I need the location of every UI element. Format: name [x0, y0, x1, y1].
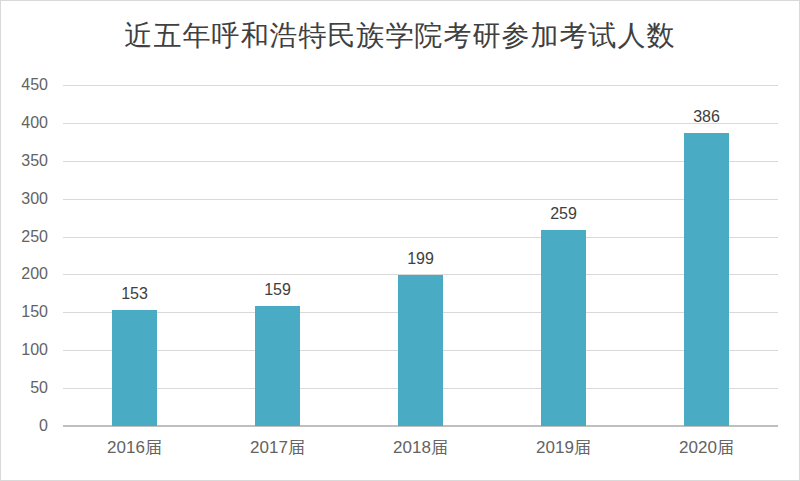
bar	[541, 230, 586, 426]
y-tick-label: 150	[1, 303, 48, 321]
y-tick-label: 50	[1, 379, 48, 397]
gridline	[63, 237, 778, 238]
bar	[684, 133, 729, 426]
y-tick-label: 450	[1, 76, 48, 94]
bar-value-label: 259	[492, 204, 635, 224]
x-tick-label: 2017届	[206, 438, 349, 458]
y-tick-label: 100	[1, 341, 48, 359]
x-tick-label: 2018届	[349, 438, 492, 458]
bar	[112, 310, 157, 426]
y-tick-label: 200	[1, 265, 48, 283]
x-tick-label: 2020届	[635, 438, 778, 458]
x-tick-label: 2019届	[492, 438, 635, 458]
chart-container: 近五年呼和浩特民族学院考研参加考试人数 0 50 100 150 200 250 300 35…	[0, 0, 800, 481]
bar	[255, 306, 300, 426]
bar-value-label: 159	[206, 280, 349, 300]
y-tick-label: 350	[1, 152, 48, 170]
y-tick-label: 250	[1, 228, 48, 246]
y-tick-label: 300	[1, 190, 48, 208]
x-tick-label: 2016届	[63, 438, 206, 458]
bar-value-label: 199	[349, 249, 492, 269]
bar	[398, 275, 443, 426]
y-tick-label: 400	[1, 114, 48, 132]
bar-value-label: 153	[63, 284, 206, 304]
bar-value-label: 386	[635, 107, 778, 127]
chart-title: 近五年呼和浩特民族学院考研参加考试人数	[1, 17, 799, 55]
gridline	[63, 85, 778, 86]
gridline	[63, 199, 778, 200]
gridline	[63, 161, 778, 162]
y-tick-label: 0	[1, 417, 48, 435]
